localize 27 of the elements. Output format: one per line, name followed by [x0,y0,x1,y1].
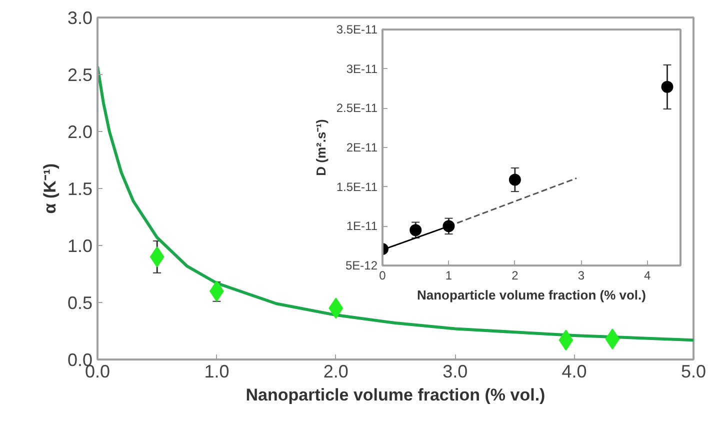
x-tick-label: 5.0 [680,362,706,382]
x-axis-title: Nanoparticle volume fraction (% vol.) [246,386,546,404]
y-tick-label: 2E-11 [346,140,378,154]
y-tick-label: 2.0 [67,122,93,142]
y-tick-label: 3.0 [67,8,93,28]
y-tick-label: 3E-11 [346,62,378,76]
y-tick-label: 0.5 [67,293,93,313]
y-tick-label: 1.5E-11 [336,180,378,194]
x-tick-label: 2 [512,268,519,282]
x-tick-label: 0 [379,268,386,282]
y-tick-label: 1.0 [67,236,93,256]
y-tick-label: 1E-11 [346,219,378,234]
x-axis-title: Nanoparticle volume fraction (% vol.) [417,288,646,302]
x-tick-label: 4.0 [562,362,587,382]
y-tick-label: 5E-12 [345,258,378,272]
x-tick-label: 2.0 [323,362,348,382]
y-tick-label: 3.5E-11 [336,22,378,36]
x-tick-label: 4 [644,268,652,282]
y-axis-title: α (K⁻¹) [40,163,60,214]
y-tick-label: 2.5 [67,65,93,85]
x-tick-label: 3 [578,268,585,282]
y-axis-title: D (m².s⁻¹) [313,119,328,176]
x-tick-label: 1.0 [204,362,230,382]
y-tick-label: 1.5 [67,179,93,199]
y-tick-label: 2.5E-11 [336,101,378,116]
x-tick-label: 1 [445,268,452,282]
x-tick-label: 3.0 [442,362,468,382]
